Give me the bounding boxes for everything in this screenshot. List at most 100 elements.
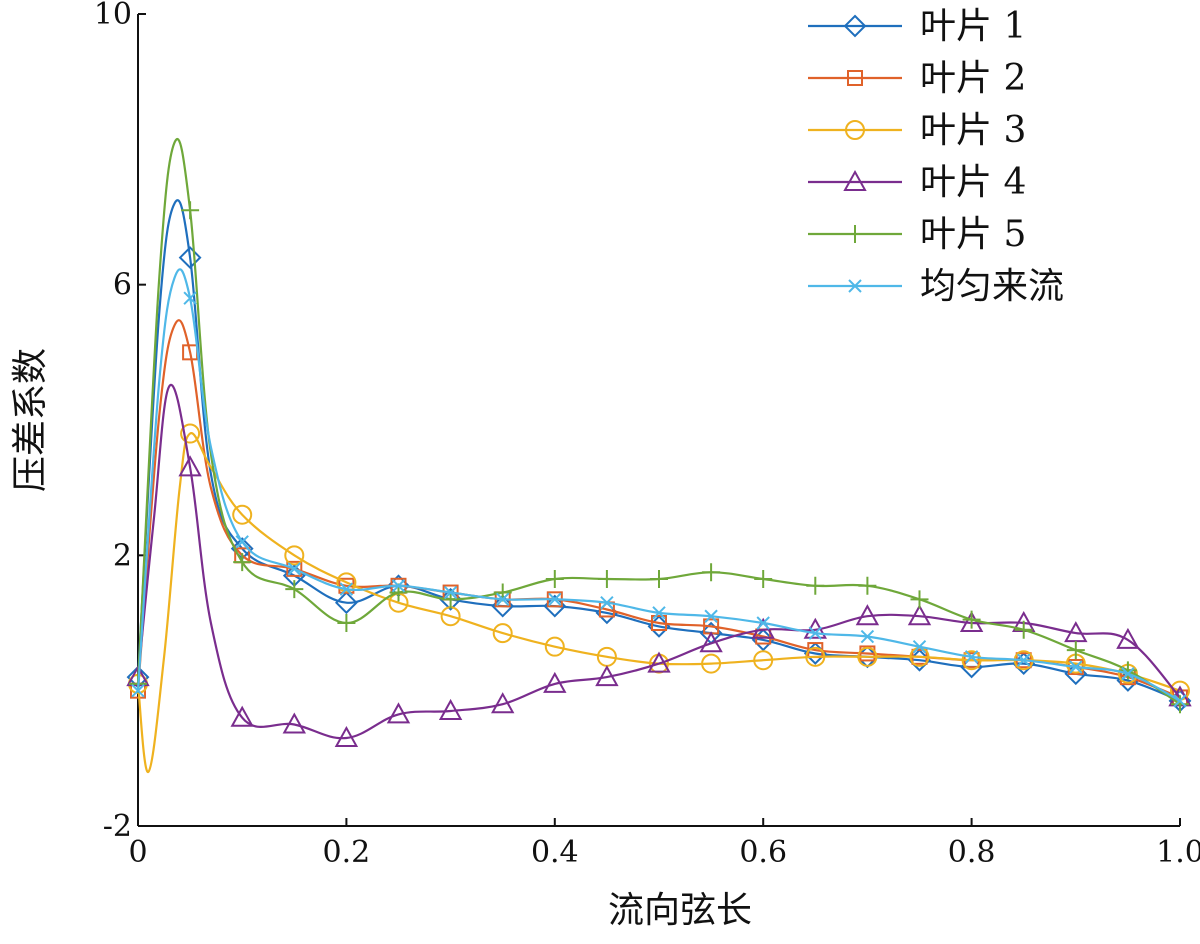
x-tick-label: 0.8 bbox=[948, 835, 996, 870]
data-point-marker bbox=[492, 623, 513, 644]
data-point-marker bbox=[910, 590, 929, 609]
data-point-marker bbox=[548, 592, 562, 607]
data-point-marker bbox=[1118, 661, 1137, 680]
data-point-marker bbox=[754, 570, 773, 589]
data-point-marker bbox=[597, 570, 616, 589]
data-point-marker bbox=[806, 576, 825, 595]
legend-marker bbox=[843, 14, 867, 38]
data-point-marker bbox=[600, 595, 614, 610]
data-point-marker bbox=[386, 702, 411, 724]
series-line bbox=[136, 432, 1181, 774]
legend-marker bbox=[846, 225, 864, 243]
data-point-marker bbox=[1014, 620, 1033, 639]
y-tick-label: 10 bbox=[94, 0, 132, 32]
legend-label: 叶片 5 bbox=[920, 214, 1026, 255]
legend-marker bbox=[845, 120, 865, 140]
data-point-marker bbox=[339, 582, 354, 596]
x-tick-label: 0.6 bbox=[739, 835, 787, 870]
legend-label: 叶片 4 bbox=[920, 162, 1026, 203]
data-point-marker bbox=[230, 705, 254, 727]
data-point-marker bbox=[1069, 660, 1083, 674]
y-tick-label: 2 bbox=[113, 538, 132, 573]
data-point-marker bbox=[595, 665, 619, 687]
data-point-marker bbox=[286, 560, 303, 577]
legend-entry: 叶片 3 bbox=[808, 110, 1026, 151]
series-3 bbox=[128, 423, 1190, 774]
data-point-marker bbox=[180, 423, 201, 444]
data-point-marker bbox=[647, 651, 671, 673]
data-point-marker bbox=[702, 563, 721, 582]
y-tick-label: -2 bbox=[103, 809, 132, 844]
data-point-marker bbox=[650, 570, 668, 589]
data-point-marker bbox=[860, 629, 875, 644]
data-point-marker bbox=[233, 553, 252, 572]
data-point-marker bbox=[131, 683, 145, 698]
data-point-marker bbox=[334, 591, 358, 615]
data-point-marker bbox=[285, 580, 304, 599]
data-point-marker bbox=[964, 650, 979, 664]
legend-marker bbox=[843, 169, 867, 191]
data-point-marker bbox=[1121, 667, 1135, 681]
data-point-marker bbox=[178, 246, 202, 270]
data-point-marker bbox=[282, 712, 306, 734]
series-2 bbox=[130, 319, 1188, 706]
data-point-marker bbox=[857, 646, 878, 667]
series-group bbox=[126, 138, 1192, 774]
data-point-marker bbox=[336, 572, 357, 593]
data-point-marker bbox=[1116, 627, 1140, 649]
data-point-marker bbox=[337, 614, 356, 632]
y-axis-title: 压差系数 bbox=[10, 348, 51, 492]
data-point-marker bbox=[1066, 641, 1085, 660]
data-point-marker bbox=[545, 570, 564, 589]
data-point-marker bbox=[859, 645, 876, 662]
data-point-marker bbox=[907, 604, 932, 626]
x-tick-label: 0.2 bbox=[323, 835, 371, 870]
data-point-marker bbox=[701, 653, 722, 674]
legend-label: 叶片 1 bbox=[920, 6, 1026, 47]
data-point-marker bbox=[704, 609, 718, 623]
data-point-marker bbox=[178, 455, 202, 477]
data-point-marker bbox=[699, 631, 723, 653]
legend-entry: 叶片 1 bbox=[808, 6, 1026, 47]
data-point-marker bbox=[753, 650, 774, 671]
legend-label: 均匀来流 bbox=[920, 266, 1064, 307]
x-axis-title: 流向弦长 bbox=[608, 890, 752, 931]
data-point-marker bbox=[183, 291, 197, 305]
data-point-marker bbox=[284, 545, 305, 566]
data-point-marker bbox=[808, 626, 823, 640]
axes: 0 0.2 0.4 0.6 0.8 1.0 -2 2 6 10 bbox=[94, 0, 1200, 870]
data-point-marker bbox=[962, 610, 981, 629]
legend-entry: 均匀来流 bbox=[808, 266, 1064, 307]
data-point-marker bbox=[912, 639, 927, 654]
legend-marker bbox=[847, 70, 863, 86]
series-5 bbox=[129, 138, 1189, 714]
data-point-marker bbox=[495, 592, 510, 607]
legend-entry: 叶片 5 bbox=[808, 214, 1026, 255]
x-tick-label: 1.0 bbox=[1156, 835, 1200, 870]
legend-entry: 叶片 4 bbox=[808, 162, 1026, 203]
x-tick-label: 0.4 bbox=[531, 835, 579, 870]
data-point-marker bbox=[287, 562, 302, 576]
data-point-marker bbox=[543, 671, 567, 693]
data-point-marker bbox=[1173, 694, 1187, 708]
data-point-marker bbox=[756, 616, 770, 630]
data-point-marker bbox=[855, 604, 880, 626]
data-point-marker bbox=[235, 535, 249, 549]
legend-label: 叶片 2 bbox=[920, 58, 1026, 99]
series-6 bbox=[131, 268, 1187, 708]
data-point-marker bbox=[232, 504, 253, 525]
data-point-marker bbox=[858, 576, 877, 595]
data-point-marker bbox=[391, 579, 406, 593]
data-point-marker bbox=[181, 201, 200, 220]
legend-label: 叶片 3 bbox=[920, 110, 1026, 151]
data-point-marker bbox=[491, 692, 515, 714]
data-point-marker bbox=[334, 725, 359, 748]
data-point-marker bbox=[652, 606, 666, 620]
x-tick-label: 0 bbox=[128, 835, 147, 870]
y-tick-label: 6 bbox=[113, 268, 132, 303]
series-line bbox=[136, 319, 1181, 699]
legend: 叶片 1 叶片 2 叶片 3 叶片 4 叶片 5 均匀来流 bbox=[808, 6, 1064, 307]
data-point-marker bbox=[544, 636, 565, 657]
